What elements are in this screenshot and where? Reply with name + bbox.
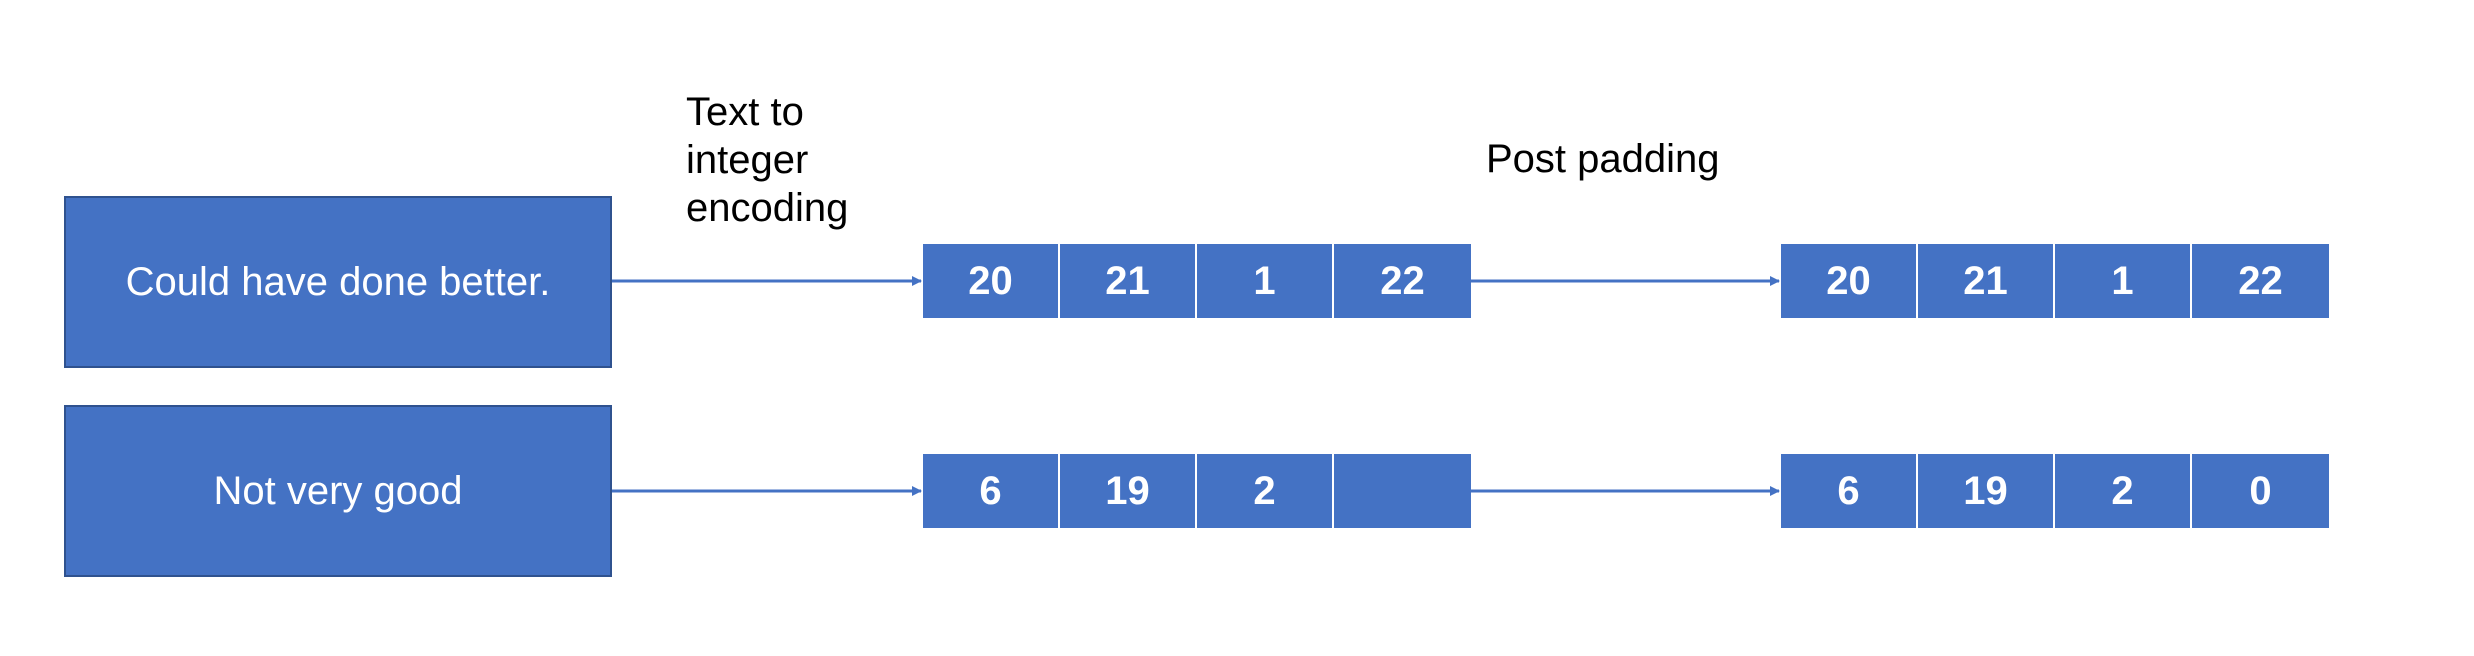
- encoding-step-label: Text to integer encoding: [686, 90, 849, 230]
- sequence-cell: 20: [923, 244, 1060, 318]
- sequence-cell: 6: [1781, 454, 1918, 528]
- encoded-sequence-1: 20 21 1 22: [923, 244, 1471, 318]
- sequence-cell: 20: [1781, 244, 1918, 318]
- padded-sequence-2: 6 19 2 0: [1781, 454, 2329, 528]
- sentence-box-1: Could have done better.: [64, 196, 612, 368]
- padded-sequence-1: 20 21 1 22: [1781, 244, 2329, 318]
- sequence-cell: 2: [2055, 454, 2192, 528]
- sequence-cell: 6: [923, 454, 1060, 528]
- sequence-cell: 1: [2055, 244, 2192, 318]
- sequence-cell: [1334, 454, 1471, 528]
- sequence-cell: 0: [2192, 454, 2329, 528]
- sequence-cell: 2: [1197, 454, 1334, 528]
- padding-step-label: Post padding: [1486, 137, 1720, 181]
- sentence-box-2: Not very good: [64, 405, 612, 577]
- sequence-cell: 19: [1918, 454, 2055, 528]
- encoded-sequence-2: 6 19 2: [923, 454, 1471, 528]
- sequence-cell: 22: [1334, 244, 1471, 318]
- sequence-cell: 19: [1060, 454, 1197, 528]
- sequence-cell: 21: [1060, 244, 1197, 318]
- sequence-cell: 21: [1918, 244, 2055, 318]
- sequence-cell: 1: [1197, 244, 1334, 318]
- sequence-cell: 22: [2192, 244, 2329, 318]
